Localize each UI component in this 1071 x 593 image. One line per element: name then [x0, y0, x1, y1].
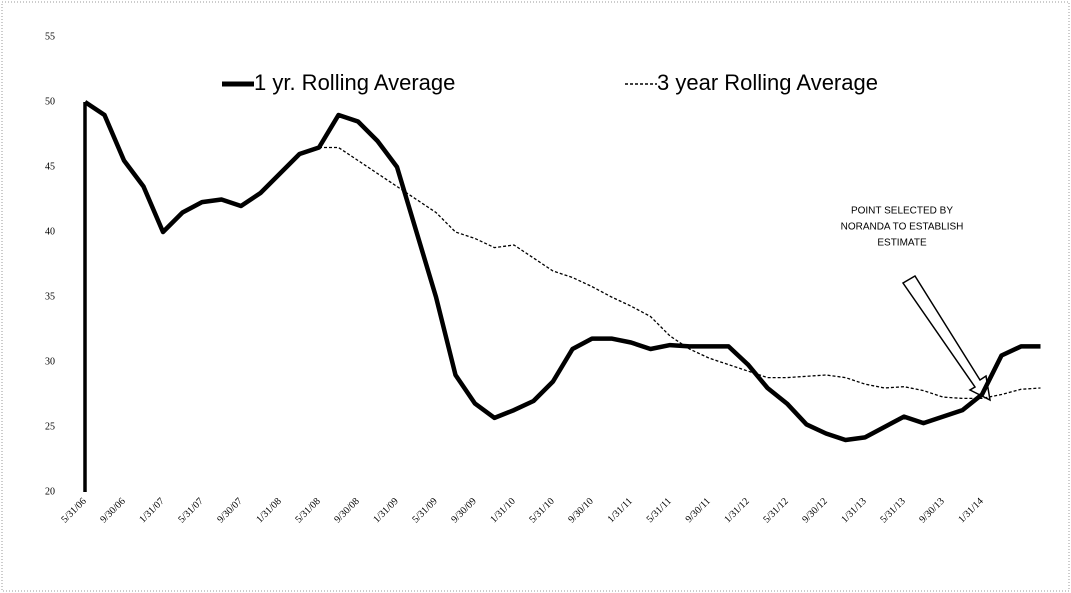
y-tick-label: 25	[45, 421, 55, 432]
x-tick-label: 5/31/06	[59, 496, 88, 525]
x-tick-label: 1/31/07	[137, 496, 166, 525]
x-tick-label: 1/31/10	[488, 496, 517, 525]
x-tick-label: 1/31/13	[839, 496, 868, 525]
y-tick-label: 20	[45, 486, 55, 497]
y-tick-label: 40	[45, 226, 55, 237]
x-tick-label: 1/31/14	[956, 496, 985, 525]
x-tick-label: 9/30/13	[917, 496, 946, 525]
annotation: NORANDA TO ESTABLISH	[841, 222, 964, 233]
y-tick-label: 50	[45, 96, 55, 107]
annotation-arrow	[901, 274, 991, 402]
y-tick-label: 45	[45, 161, 55, 172]
x-tick-label: 9/30/10	[566, 496, 595, 525]
y-tick-label: 35	[45, 291, 55, 302]
x-tick-label: 9/30/08	[332, 496, 361, 525]
x-tick-label: 9/30/11	[684, 496, 713, 525]
annotation: ESTIMATE	[877, 238, 927, 249]
x-tick-label: 1/31/08	[254, 496, 283, 525]
series-line	[83, 100, 1041, 443]
x-tick-label: 5/31/11	[645, 496, 674, 525]
annotation: POINT SELECTED BY	[851, 206, 953, 217]
x-tick-label: 9/30/07	[215, 496, 244, 525]
x-tick-label: 5/31/13	[878, 496, 907, 525]
x-tick-label: 1/31/09	[371, 496, 400, 525]
x-tick-label: 9/30/09	[449, 496, 478, 525]
x-tick-label: 5/31/09	[410, 496, 439, 525]
x-tick-label: 9/30/12	[800, 496, 829, 525]
x-tick-label: 1/31/11	[606, 496, 635, 525]
y-tick-label: 30	[45, 356, 55, 367]
x-tick-label: 5/31/08	[293, 496, 322, 525]
x-tick-label: 5/31/10	[527, 496, 556, 525]
legend-label: 1 yr. Rolling Average	[254, 70, 455, 95]
y-tick-label: 55	[45, 31, 55, 42]
x-tick-label: 1/31/12	[722, 496, 751, 525]
x-tick-label: 9/30/06	[98, 496, 127, 525]
x-tick-label: 5/31/12	[761, 496, 790, 525]
series-line	[319, 146, 1041, 400]
legend-label: 3 year Rolling Average	[657, 70, 878, 95]
x-tick-label: 5/31/07	[176, 496, 205, 525]
